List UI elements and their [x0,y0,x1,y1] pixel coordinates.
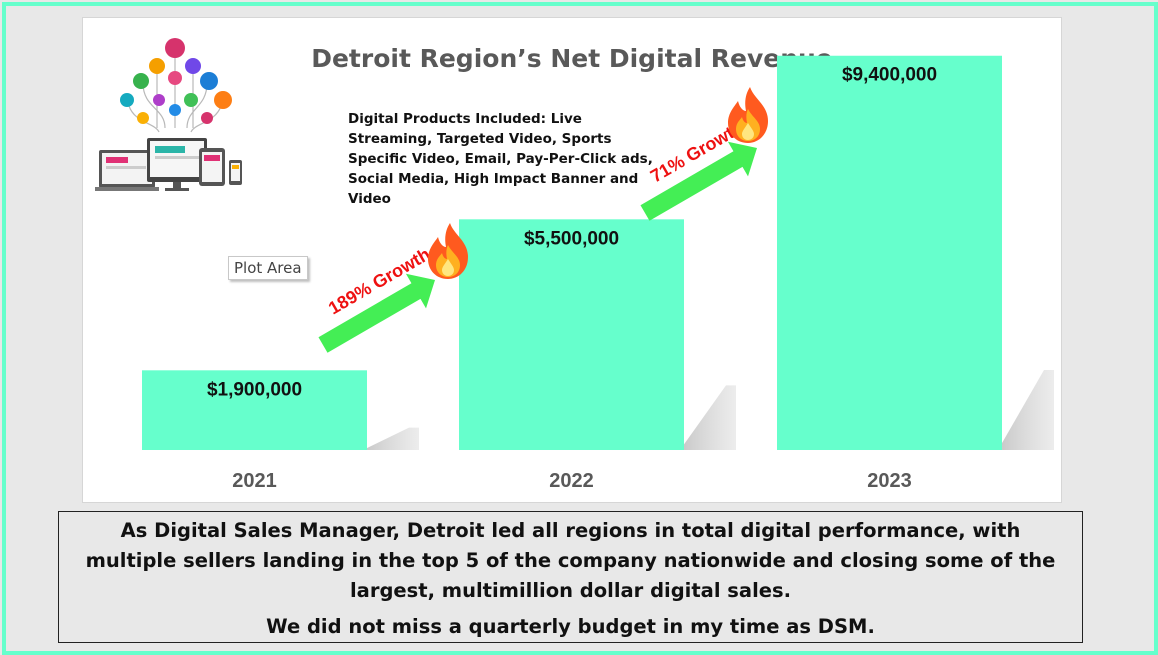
bar-shadow [680,385,736,450]
bar-shadow [363,427,419,450]
growth-arrow-shape [640,141,758,221]
bar-2022 [459,219,684,450]
bar-shadow [998,370,1054,450]
products-note: Digital Products Included: Live Streamin… [348,111,653,207]
data-label-2022: $5,500,000 [524,228,619,249]
fire-icon [728,87,768,143]
fire-icon [428,223,468,279]
devices-illustration [95,38,242,191]
growth-arrow-shape [318,273,436,353]
bar-2023 [777,55,1002,451]
data-label-2021: $1,900,000 [207,379,302,400]
chart-title: Detroit Region’s Net Digital Revenue [311,44,833,73]
growth-arrow [318,273,436,353]
x-tick-2022: 2022 [549,470,594,492]
caption-second: We did not miss a quarterly budget in my… [266,615,875,638]
bar-2021 [142,370,367,450]
growth-arrow [640,141,758,221]
caption-main: As Digital Sales Manager, Detroit led al… [85,519,1056,602]
data-label-2023: $9,400,000 [842,65,937,86]
plot-area-tooltip: Plot Area [228,256,308,280]
caption-box: As Digital Sales Manager, Detroit led al… [58,511,1083,643]
chart-svg: $1,900,000 2021 $5,500,000 2022 $9,400,000 20… [142,55,1054,492]
x-tick-2021: 2021 [232,470,277,492]
chart-panel[interactable]: Detroit Region’s Net Digital Revenue [82,17,1062,503]
x-tick-2023: 2023 [867,470,912,492]
